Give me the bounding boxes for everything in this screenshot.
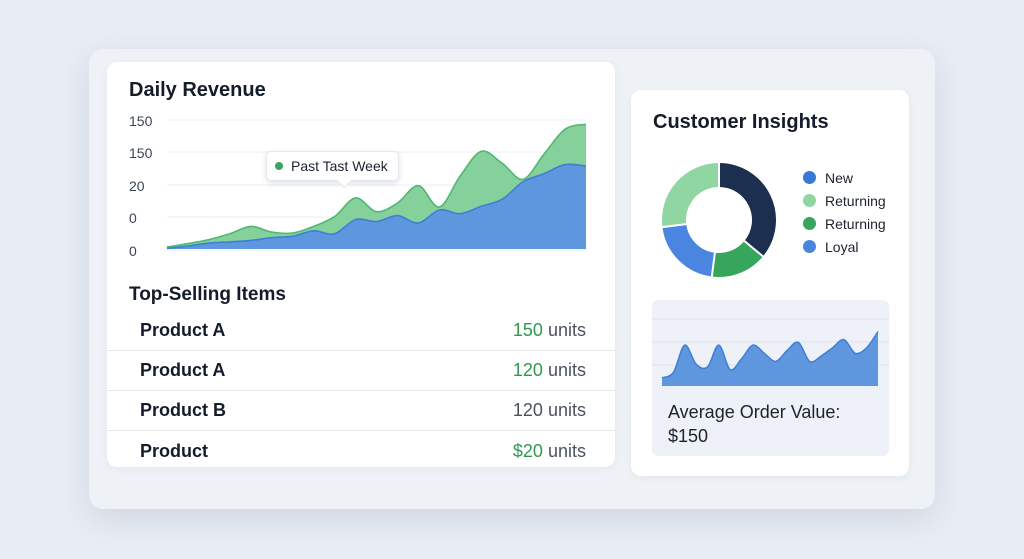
y-tick-label: 150 [129, 145, 153, 161]
series-area-blue [167, 164, 586, 249]
legend-item-new: New [803, 166, 886, 189]
aov-value: $150 [668, 426, 709, 446]
item-name: Product [140, 440, 209, 461]
legend-swatch [803, 194, 816, 207]
item-quantity: 120 units [513, 360, 586, 381]
donut-slice [711, 240, 763, 277]
customer-donut-chart [662, 163, 776, 277]
list-item[interactable]: Product $20 units [107, 431, 615, 467]
legend-label: Returning [825, 215, 886, 232]
sparkline-line [661, 331, 879, 379]
donut-separator [743, 240, 764, 258]
tooltip-label: Past Tast Week [291, 158, 388, 174]
donut-slice [662, 163, 720, 228]
donut-slice [662, 223, 716, 277]
aov-text: Average Order Value: $150 [668, 400, 840, 448]
item-quantity: 120 units [513, 400, 586, 421]
legend-item-returning-2: Returning [803, 212, 886, 235]
aov-sparkline [652, 318, 889, 386]
daily-revenue-chart: 150 150 20 0 0 [129, 113, 587, 259]
legend-swatch [803, 240, 816, 253]
legend-item-loyal: Loyal [803, 235, 886, 258]
series-line-green [166, 123, 587, 248]
legend-swatch [803, 217, 816, 230]
item-quantity-value: $20 [512, 440, 543, 461]
item-quantity-unit: units [547, 400, 586, 420]
revenue-title: Daily Revenue [129, 79, 266, 101]
revenue-card: Daily Revenue 150 150 20 0 0 Past Tast Week … [107, 62, 615, 467]
item-quantity-value: 120 [512, 360, 543, 380]
legend-swatch [803, 171, 816, 184]
list-item[interactable]: Product A 150 units [107, 311, 615, 351]
item-quantity-unit: units [547, 440, 586, 461]
top-selling-list: Product A 150 units Product A 120 units … [107, 311, 615, 467]
aov-label: Average Order Value: [668, 402, 841, 422]
item-name: Product A [140, 320, 226, 340]
y-tick-label: 150 [129, 113, 153, 129]
top-selling-title: Top-Selling Items [129, 284, 286, 305]
series-line-blue [166, 163, 587, 250]
item-quantity-value: 120 [512, 400, 543, 420]
y-tick-label: 0 [129, 243, 137, 259]
legend-label: Returning [825, 192, 886, 209]
dashboard-panel: Daily Revenue 150 150 20 0 0 Past Tast Week … [89, 49, 935, 509]
item-name: Product B [140, 400, 227, 420]
list-item[interactable]: Product A 120 units [107, 351, 615, 391]
item-quantity: $20 units [513, 441, 586, 462]
item-name: Product A [140, 360, 226, 380]
legend-label: New [825, 169, 854, 186]
donut-separator [710, 252, 716, 277]
donut-legend: New Returning Returning Loyal [803, 166, 886, 258]
list-item[interactable]: Product B 120 units [107, 391, 615, 431]
legend-item-returning: Returning [803, 189, 886, 212]
customer-insights-card: Customer Insights New Returning Returnin… [631, 90, 909, 476]
dot-icon [275, 162, 283, 170]
insights-title: Customer Insights [653, 111, 829, 133]
legend-label: Loyal [825, 238, 859, 255]
item-quantity-unit: units [547, 320, 586, 340]
item-quantity-unit: units [547, 360, 586, 380]
chart-tooltip: Past Tast Week [266, 151, 399, 181]
average-order-value-card: Average Order Value: $150 [652, 300, 889, 456]
donut-separator [662, 223, 687, 229]
item-quantity: 150 units [513, 320, 586, 341]
y-tick-label: 0 [129, 210, 137, 226]
y-tick-label: 20 [129, 178, 145, 194]
item-quantity-value: 150 [512, 320, 543, 340]
donut-slice [718, 163, 776, 257]
